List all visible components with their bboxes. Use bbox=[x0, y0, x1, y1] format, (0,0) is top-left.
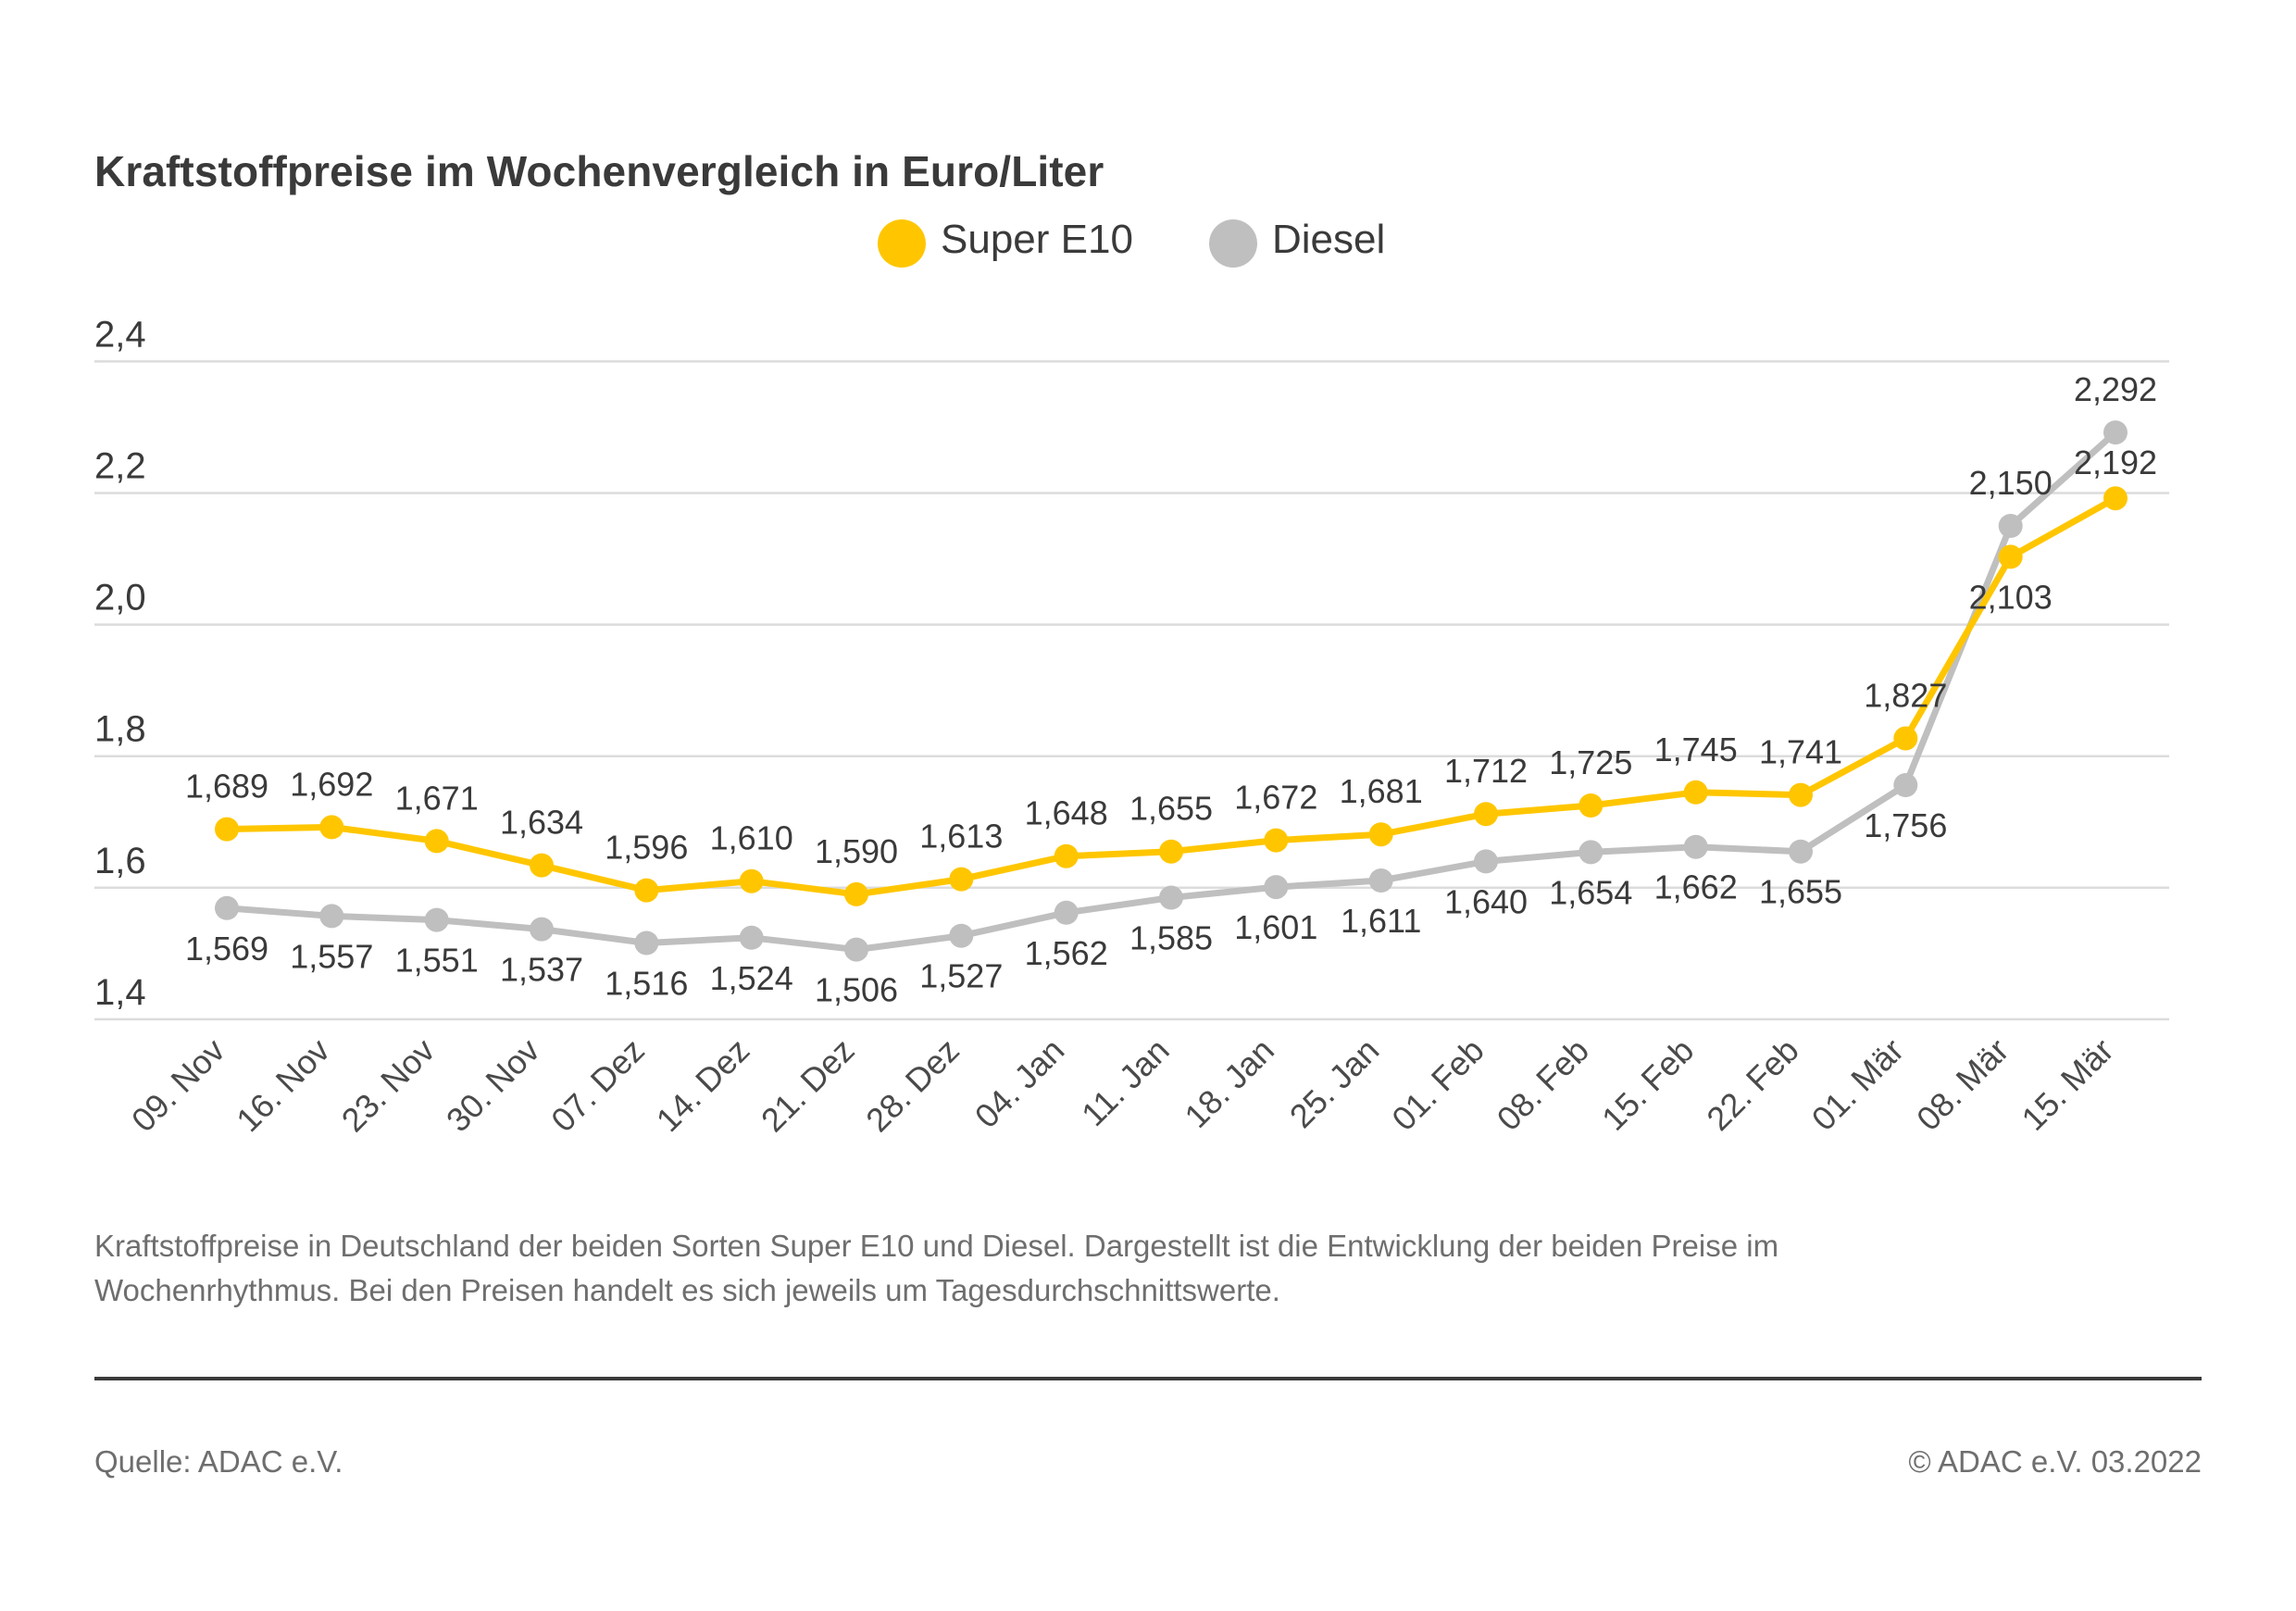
svg-text:15. Mär: 15. Mär bbox=[2014, 1031, 2120, 1138]
svg-text:2,192: 2,192 bbox=[2074, 443, 2157, 481]
svg-text:21. Dez: 21. Dez bbox=[754, 1031, 862, 1140]
svg-text:1,8: 1,8 bbox=[94, 709, 146, 750]
svg-text:08. Feb: 08. Feb bbox=[1490, 1031, 1596, 1138]
svg-text:1,672: 1,672 bbox=[1234, 779, 1317, 817]
svg-text:1,671: 1,671 bbox=[395, 779, 479, 817]
svg-text:1,506: 1,506 bbox=[815, 971, 898, 1009]
svg-text:1,712: 1,712 bbox=[1444, 752, 1528, 790]
svg-text:15. Feb: 15. Feb bbox=[1594, 1031, 1701, 1138]
svg-text:1,4: 1,4 bbox=[94, 972, 146, 1013]
svg-text:1,527: 1,527 bbox=[919, 957, 1003, 995]
svg-text:1,745: 1,745 bbox=[1654, 731, 1738, 768]
svg-text:1,640: 1,640 bbox=[1444, 882, 1528, 920]
svg-text:01. Feb: 01. Feb bbox=[1384, 1031, 1491, 1138]
svg-text:1,524: 1,524 bbox=[710, 959, 793, 997]
svg-text:1,596: 1,596 bbox=[605, 829, 688, 867]
svg-text:1,613: 1,613 bbox=[919, 818, 1003, 855]
svg-text:2,4: 2,4 bbox=[94, 314, 146, 355]
svg-text:1,827: 1,827 bbox=[1864, 677, 1947, 715]
svg-text:1,551: 1,551 bbox=[395, 942, 479, 980]
svg-text:28. Dez: 28. Dez bbox=[858, 1031, 967, 1140]
svg-text:1,756: 1,756 bbox=[1864, 806, 1947, 844]
svg-text:1,725: 1,725 bbox=[1549, 743, 1632, 781]
svg-text:11. Jan: 11. Jan bbox=[1074, 1031, 1177, 1134]
svg-text:1,516: 1,516 bbox=[605, 965, 688, 1003]
svg-text:1,6: 1,6 bbox=[94, 841, 146, 881]
svg-text:1,569: 1,569 bbox=[185, 930, 268, 968]
svg-text:1,601: 1,601 bbox=[1234, 908, 1317, 946]
svg-text:1,557: 1,557 bbox=[290, 937, 373, 975]
svg-text:1,681: 1,681 bbox=[1340, 772, 1423, 810]
svg-text:1,537: 1,537 bbox=[500, 951, 583, 989]
svg-text:22. Feb: 22. Feb bbox=[1699, 1031, 1805, 1138]
svg-text:04. Jan: 04. Jan bbox=[967, 1031, 1071, 1135]
svg-text:23. Nov: 23. Nov bbox=[334, 1031, 443, 1140]
svg-text:1,655: 1,655 bbox=[1759, 873, 1842, 911]
svg-text:1,692: 1,692 bbox=[290, 765, 373, 803]
svg-text:1,654: 1,654 bbox=[1549, 873, 1632, 911]
svg-text:08. Mär: 08. Mär bbox=[1909, 1031, 2015, 1138]
svg-text:1,634: 1,634 bbox=[500, 804, 583, 842]
svg-text:01. Mär: 01. Mär bbox=[1804, 1031, 1911, 1138]
svg-text:1,689: 1,689 bbox=[185, 768, 268, 806]
svg-text:1,610: 1,610 bbox=[710, 819, 793, 857]
svg-text:30. Nov: 30. Nov bbox=[439, 1031, 547, 1140]
svg-text:1,648: 1,648 bbox=[1025, 794, 1108, 832]
svg-text:07. Dez: 07. Dez bbox=[543, 1031, 652, 1140]
svg-text:1,662: 1,662 bbox=[1654, 868, 1738, 906]
svg-text:1,562: 1,562 bbox=[1025, 934, 1108, 972]
svg-text:2,103: 2,103 bbox=[1969, 578, 2053, 616]
svg-text:1,590: 1,590 bbox=[815, 832, 898, 870]
svg-text:18. Jan: 18. Jan bbox=[1177, 1031, 1280, 1135]
svg-text:14. Dez: 14. Dez bbox=[649, 1031, 757, 1140]
svg-text:09. Nov: 09. Nov bbox=[124, 1031, 232, 1140]
svg-text:1,655: 1,655 bbox=[1129, 790, 1213, 828]
svg-text:1,585: 1,585 bbox=[1129, 919, 1213, 957]
svg-text:1,611: 1,611 bbox=[1341, 902, 1421, 940]
svg-text:2,292: 2,292 bbox=[2074, 370, 2157, 408]
svg-text:2,0: 2,0 bbox=[94, 578, 146, 618]
svg-text:25. Jan: 25. Jan bbox=[1282, 1031, 1386, 1135]
svg-text:2,150: 2,150 bbox=[1969, 464, 2053, 502]
svg-text:1,741: 1,741 bbox=[1759, 733, 1842, 771]
svg-text:2,2: 2,2 bbox=[94, 446, 146, 487]
svg-text:16. Nov: 16. Nov bbox=[229, 1031, 337, 1140]
